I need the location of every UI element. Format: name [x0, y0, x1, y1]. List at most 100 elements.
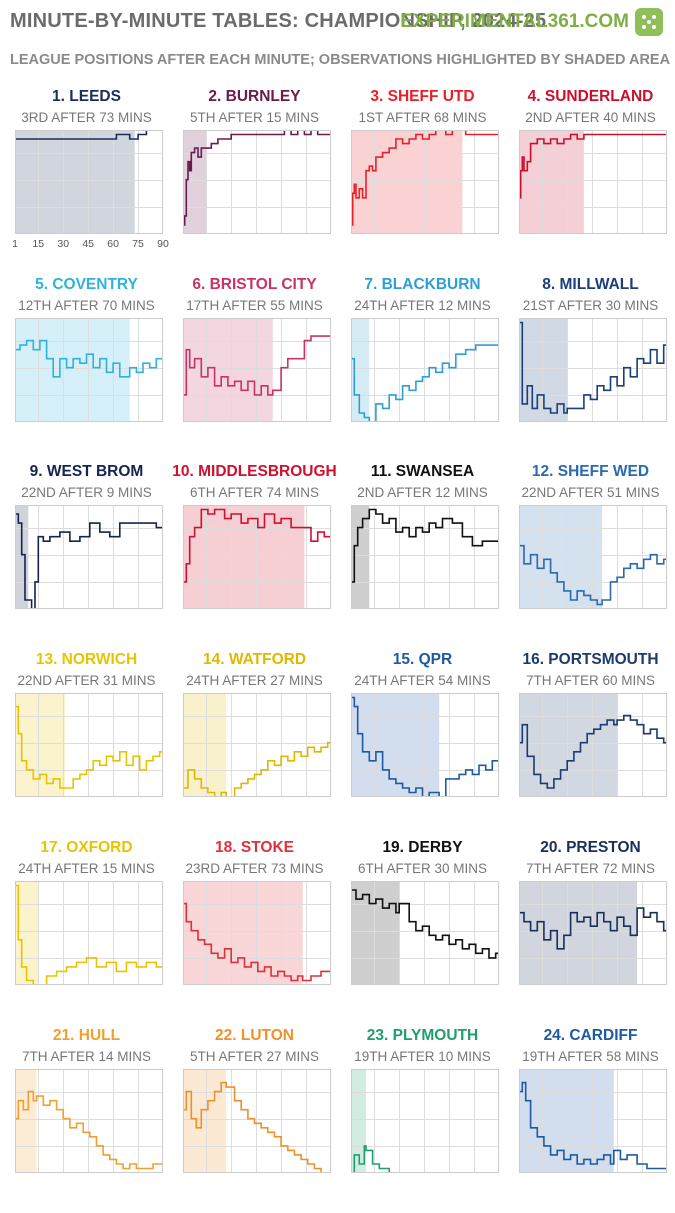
team-panel: 18. STOKE 23RD AFTER 73 MINS — [171, 839, 338, 1025]
position-chart — [183, 318, 331, 422]
brand-logo-icon — [635, 8, 663, 36]
team-panel: 14. WATFORD 24TH AFTER 27 MINS — [171, 651, 338, 837]
position-chart — [183, 1069, 331, 1173]
observation-shade — [15, 130, 135, 234]
position-line — [519, 133, 667, 199]
position-line — [15, 705, 163, 789]
plot-border — [15, 1069, 163, 1173]
observation-shade — [519, 505, 603, 609]
observation-shade — [183, 693, 227, 797]
team-name: 16. PORTSMOUTH — [522, 651, 659, 668]
position-chart — [351, 130, 499, 234]
team-panel: 12. SHEFF WED 22ND AFTER 51 MINS — [507, 463, 674, 649]
position-line — [351, 696, 499, 797]
position-line — [519, 714, 667, 789]
plot-border — [15, 505, 163, 609]
x-tick-label: 90 — [157, 238, 169, 250]
team-name: 15. QPR — [392, 651, 453, 668]
team-panel: 10. MIDDLESBROUGH 6TH AFTER 74 MINS — [171, 463, 338, 649]
team-panel: 16. PORTSMOUTH 7TH AFTER 60 MINS — [507, 651, 674, 837]
observation-label: 5TH AFTER 15 MINS — [189, 110, 320, 125]
observation-label: 2ND AFTER 40 MINS — [525, 110, 656, 125]
observation-shade — [519, 130, 584, 234]
team-name: 9. WEST BROM — [29, 463, 144, 480]
observation-shade — [15, 318, 130, 422]
position-chart — [183, 693, 331, 797]
position-chart — [15, 130, 163, 234]
position-line — [351, 130, 499, 226]
observation-label: 24TH AFTER 15 MINS — [18, 861, 155, 876]
observation-shade — [519, 693, 618, 797]
observation-label: 17TH AFTER 55 MINS — [186, 298, 323, 313]
team-name: 20. PRESTON — [540, 839, 641, 856]
observation-label: 5TH AFTER 27 MINS — [189, 1049, 320, 1064]
team-panel: 23. PLYMOUTH 19TH AFTER 10 MINS — [339, 1027, 506, 1213]
team-panel: 5. COVENTRY 12TH AFTER 70 MINS — [3, 276, 170, 462]
brand-link[interactable]: EXPERIMENTAL361.COM — [400, 11, 629, 32]
plot-border — [519, 693, 667, 797]
plot-border — [519, 130, 667, 234]
x-tick-label: 45 — [82, 238, 94, 250]
observation-label: 21ST AFTER 30 MINS — [522, 298, 659, 313]
position-line — [519, 907, 667, 958]
x-tick-label: 1 — [12, 238, 18, 250]
observation-label: 6TH AFTER 30 MINS — [357, 861, 488, 876]
team-panel: 22. LUTON 5TH AFTER 27 MINS — [171, 1027, 338, 1213]
position-chart — [519, 318, 667, 422]
position-line — [183, 741, 331, 797]
plot-border — [351, 881, 499, 985]
team-panel: 15. QPR 24TH AFTER 54 MINS — [339, 651, 506, 837]
position-chart — [519, 693, 667, 797]
plot-border — [351, 693, 499, 797]
position-chart — [183, 130, 331, 234]
plot-border — [351, 318, 499, 422]
position-line — [519, 544, 667, 606]
observation-shade — [183, 881, 303, 985]
plot-border — [183, 693, 331, 797]
observation-label: 22ND AFTER 31 MINS — [17, 673, 156, 688]
plot-border — [183, 505, 331, 609]
team-name: 19. DERBY — [382, 839, 463, 856]
position-chart — [351, 881, 499, 985]
plot-border — [351, 1069, 499, 1173]
position-line — [15, 339, 163, 378]
team-name: 2. BURNLEY — [208, 88, 301, 105]
team-panel: 17. OXFORD 24TH AFTER 15 MINS — [3, 839, 170, 1025]
team-panel: 19. DERBY 6TH AFTER 30 MINS — [339, 839, 506, 1025]
observation-label: 24TH AFTER 27 MINS — [186, 673, 323, 688]
x-tick-label: 30 — [57, 238, 70, 250]
plot-border — [15, 130, 163, 234]
team-panel: 3. SHEFF UTD 1ST AFTER 68 MINS — [339, 88, 506, 274]
team-name: 13. NORWICH — [35, 651, 138, 668]
position-line — [15, 513, 163, 609]
plot-border — [351, 130, 499, 234]
team-name: 18. STOKE — [215, 839, 294, 856]
team-name: 22. LUTON — [215, 1027, 294, 1044]
position-chart — [351, 318, 499, 422]
position-chart — [15, 881, 163, 985]
plot-border — [183, 881, 331, 985]
observation-label: 23RD AFTER 73 MINS — [185, 861, 324, 876]
position-chart — [15, 1069, 163, 1173]
observation-label: 1ST AFTER 68 MINS — [358, 110, 487, 125]
observation-shade — [15, 505, 29, 609]
team-panel: 21. HULL 7TH AFTER 14 MINS — [3, 1027, 170, 1213]
position-line — [519, 1081, 667, 1170]
dice-icon — [642, 15, 656, 29]
position-line — [351, 889, 499, 963]
observation-label: 19TH AFTER 58 MINS — [522, 1049, 659, 1064]
position-chart — [351, 693, 499, 797]
team-name: 3. SHEFF UTD — [370, 88, 475, 105]
team-name: 12. SHEFF WED — [531, 463, 650, 480]
position-chart — [15, 693, 163, 797]
team-name: 24. CARDIFF — [543, 1027, 638, 1044]
observation-shade — [183, 1069, 227, 1173]
plot-border — [183, 318, 331, 422]
team-name: 1. LEEDS — [52, 88, 121, 105]
page-title: MINUTE-BY-MINUTE TABLES: CHAMPIONSHIP, 2… — [10, 10, 547, 32]
brand[interactable]: EXPERIMENTAL361.COM — [400, 8, 663, 36]
team-panel: 6. BRISTOL CITY 17TH AFTER 55 MINS — [171, 276, 338, 462]
position-line — [183, 508, 331, 583]
plot-border — [15, 693, 163, 797]
